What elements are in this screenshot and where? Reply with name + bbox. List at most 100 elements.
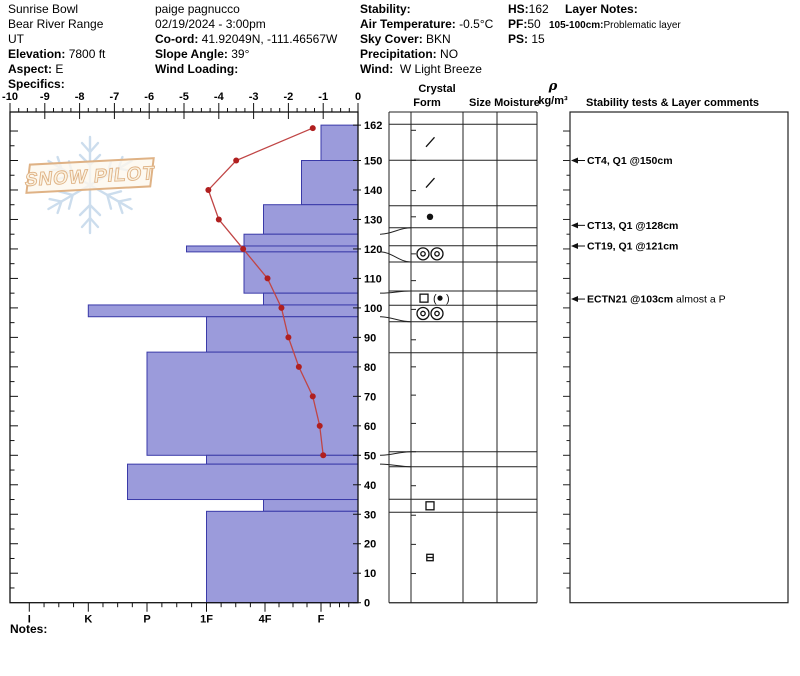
- hardness-axis-label: 1F: [200, 614, 213, 626]
- depth-axis-label: 100: [364, 303, 382, 315]
- depth-axis-label: 90: [364, 332, 376, 344]
- wind-loading: Wind Loading:: [155, 62, 239, 76]
- layer-notes-title: Layer Notes:: [565, 2, 638, 16]
- layer-note: 105-100cm:Problematic layer: [549, 20, 681, 31]
- temp-axis-label: -7: [110, 91, 120, 103]
- depth-axis-label: 50: [364, 450, 376, 462]
- temp-point: [316, 422, 323, 429]
- layer-bar-97-85cm: [206, 316, 359, 353]
- temp-axis-label: 0: [355, 91, 361, 103]
- stability-test-annotation: CT19, Q1 @121cm: [571, 240, 678, 252]
- stability-test-label: ECTN21 @103cm almost a P: [587, 294, 726, 306]
- depth-axis-label: 130: [364, 214, 382, 226]
- temp-point: [320, 452, 327, 459]
- grain-form-FCxr-icon: [426, 553, 434, 562]
- layer-bar-50-47cm: [206, 454, 359, 465]
- site-aspect: Aspect: E: [8, 62, 64, 76]
- observation-datetime: 02/19/2024 - 3:00pm: [155, 17, 266, 31]
- air-temperature: Air Temperature: -0.5°C: [360, 17, 494, 31]
- temp-axis-label: -4: [214, 91, 225, 103]
- depth-axis-label: 110: [364, 273, 382, 285]
- depth-axis-label: 0: [364, 598, 370, 610]
- layer-bar-35-31cm: [263, 499, 359, 512]
- temp-point: [240, 245, 247, 252]
- layer-bar-121-119cm: [186, 245, 359, 253]
- grain-form-MFcr-icon: [416, 306, 444, 321]
- svg-text:(: (: [433, 293, 437, 305]
- hardness-axis-label: P: [143, 614, 150, 626]
- layer-row-connectors: [379, 227, 412, 468]
- hs-total-depth: HS:162: [508, 2, 549, 16]
- temp-point: [309, 393, 316, 400]
- axis-ticks: [9, 103, 361, 612]
- layer-bar-101-97cm: [87, 304, 359, 318]
- depth-axis-label: 162: [364, 120, 382, 132]
- grain-form-RG-icon: [426, 213, 434, 220]
- stability-test-label: CT19, Q1 @121cm: [587, 240, 678, 252]
- layer-bar-31-0cm: [206, 510, 359, 604]
- depth-axis-label: 20: [364, 539, 376, 551]
- grain-form-MFcr-icon: [416, 247, 444, 261]
- ps-value: PS: 15: [508, 32, 545, 46]
- depth-axis-label: 40: [364, 480, 376, 492]
- layer-bar-47-35cm: [127, 463, 359, 501]
- temp-axis-label: -6: [144, 91, 154, 103]
- stability-test-label: CT13, Q1 @128cm: [587, 220, 678, 232]
- site-name: Sunrise Bowl: [8, 2, 79, 16]
- layer-bar-125-121cm: [243, 233, 359, 247]
- stability-comments-header: Stability tests & Layer comments: [586, 97, 760, 109]
- depth-axis-label: 140: [364, 185, 382, 197]
- layer-bar-162-150cm: [320, 124, 359, 161]
- layer-bar-150-135cm: [301, 160, 359, 206]
- layer-bar-119-105cm: [243, 251, 359, 294]
- layer-bar-85-50cm: [146, 351, 359, 456]
- size-column-header: Size: [468, 97, 492, 109]
- temperature-line: [205, 125, 327, 459]
- hardness-axis-label: 4F: [259, 614, 272, 626]
- depth-axis-label: 10: [364, 568, 376, 580]
- layer-bar-135-125cm: [263, 204, 359, 235]
- density-header: ρ: [548, 79, 558, 94]
- grain-form-DF-icon: [425, 177, 435, 188]
- depth-axis-label: 60: [364, 421, 376, 433]
- temp-point: [264, 275, 271, 282]
- grain-form-DF-icon: [425, 136, 435, 148]
- observation-coordinates: Co-ord: 41.92049N, -111.46567W: [155, 32, 338, 46]
- depth-axis-label: 70: [364, 391, 376, 403]
- grain-form-FC-icon: [425, 501, 435, 511]
- density-units: kg/m³: [538, 95, 568, 107]
- temp-axis-label: -10: [2, 91, 18, 103]
- temp-axis-label: -8: [75, 91, 85, 103]
- stability-test-annotation: ECTN21 @103cm almost a P: [571, 294, 726, 306]
- slope-angle: Slope Angle: 39°: [155, 47, 250, 61]
- precipitation: Precipitation: NO: [360, 47, 459, 61]
- depth-axis-label: 80: [364, 362, 376, 374]
- temp-point: [295, 363, 302, 370]
- stability-test-label: CT4, Q1 @150cm: [587, 155, 673, 167]
- hardness-axis-label: F: [318, 614, 325, 626]
- stability-field: Stability:: [360, 2, 411, 16]
- temp-point: [278, 304, 285, 311]
- moisture-column-header: Moisture: [494, 97, 540, 109]
- site-range: Bear River Range: [8, 17, 104, 31]
- grain-form-FC(RG)-icon: (): [419, 293, 450, 305]
- stability-test-annotation: CT4, Q1 @150cm: [571, 155, 673, 167]
- depth-axis-label: 30: [364, 509, 376, 521]
- depth-axis-label: 120: [364, 244, 382, 256]
- temp-point: [233, 157, 240, 164]
- stability-test-annotation: CT13, Q1 @128cm: [571, 220, 678, 232]
- depth-axis-label: 150: [364, 156, 382, 168]
- temp-axis-label: -2: [284, 91, 294, 103]
- stability-tests: CT4, Q1 @150cm CT13, Q1 @128cm CT19, Q1 @1…: [571, 155, 726, 306]
- hardness-axis-label: K: [84, 614, 92, 626]
- hardness-layer-bars: [87, 124, 359, 604]
- temp-axis-label: -9: [40, 91, 50, 103]
- crystal-table: [388, 111, 538, 604]
- temp-axis-label: -3: [249, 91, 259, 103]
- sky-cover: Sky Cover: BKN: [360, 32, 451, 46]
- snowpilot-watermark: snowflake-iconSNOW PILOT: [23, 135, 157, 235]
- notes-label: Notes:: [10, 622, 48, 636]
- observer-name: paige pagnucco: [155, 2, 240, 16]
